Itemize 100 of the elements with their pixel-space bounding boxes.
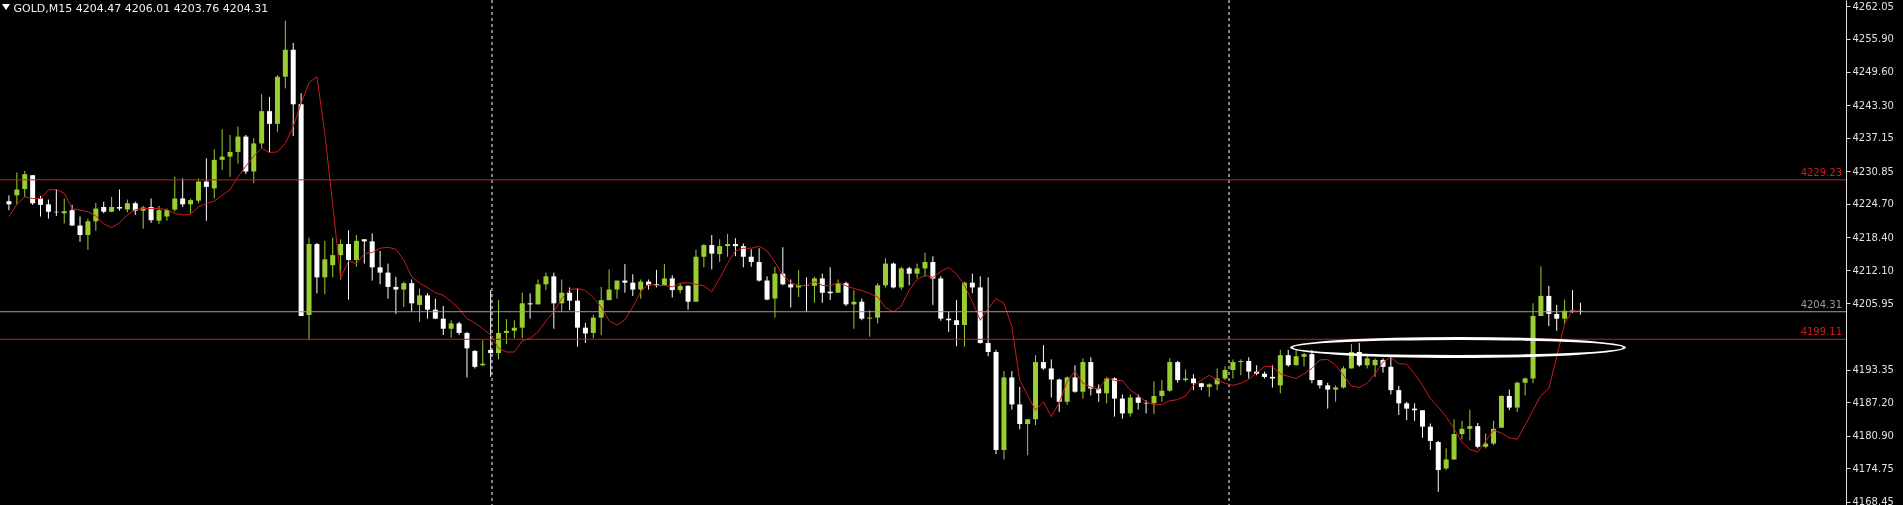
candlestick (535, 279, 541, 305)
ref-line-label: 4204.31 (1800, 298, 1842, 310)
candlestick (1459, 420, 1465, 440)
candlestick (685, 284, 691, 311)
candlestick (1522, 376, 1528, 396)
candlestick (630, 273, 636, 297)
candlestick (1475, 422, 1481, 449)
candlestick (890, 262, 896, 289)
y-tick-label: 4224.70 (1852, 198, 1894, 210)
candlestick (1325, 382, 1331, 410)
candlestick (6, 194, 12, 211)
candlestick (393, 276, 399, 315)
y-tick-label: 4212.10 (1852, 265, 1894, 276)
candlestick (859, 298, 865, 321)
candlestick (590, 314, 596, 339)
candlestick (1119, 393, 1125, 420)
candlestick (440, 305, 446, 336)
candlestick (740, 243, 746, 268)
candlestick (1127, 393, 1133, 418)
candlestick (385, 263, 391, 300)
candlestick (606, 268, 612, 301)
candlestick (172, 176, 178, 213)
candlestick (1396, 385, 1402, 416)
candlestick (527, 292, 533, 320)
candlestick (322, 240, 328, 295)
candlestick (898, 266, 904, 291)
candlestick (148, 198, 154, 224)
candlestick (867, 309, 873, 338)
candlestick (45, 199, 51, 220)
candlestick (622, 263, 628, 294)
candlestick (843, 281, 849, 307)
candlestick (61, 198, 67, 224)
candlestick (346, 229, 352, 301)
y-tick-label: 4205.95 (1852, 297, 1894, 309)
candlestick (1546, 285, 1552, 327)
candlestick (1506, 389, 1512, 411)
candlestick (1048, 358, 1054, 399)
y-tick-label: 4180.90 (1852, 430, 1894, 442)
candlestick (464, 331, 470, 378)
candlestick (401, 281, 407, 308)
y-tick-label: 4237.15 (1852, 132, 1894, 144)
candlestick (701, 243, 707, 268)
candlestick (1159, 379, 1165, 403)
candlestick (1175, 360, 1181, 384)
candlestick (638, 279, 644, 300)
candlestick (756, 247, 762, 283)
candlestick (353, 234, 359, 268)
candlestick (219, 128, 225, 171)
y-tick-label: 4168.45 (1852, 496, 1894, 505)
candlestick (1443, 447, 1449, 471)
y-tick-label: 4187.20 (1852, 396, 1894, 408)
candlestick (614, 280, 620, 300)
y-tick-label: 4230.85 (1852, 165, 1894, 177)
candlestick (1554, 304, 1560, 332)
candlestick (1230, 358, 1236, 379)
candlestick (922, 252, 928, 278)
candlestick (38, 195, 44, 217)
candlestick (424, 292, 430, 320)
candlestick (1467, 409, 1473, 441)
candlestick (954, 299, 960, 347)
candlestick (882, 257, 888, 288)
y-tick-label: 4262.05 (1852, 0, 1894, 12)
ref-line-label: 4229.23 (1800, 166, 1842, 178)
candlestick (1112, 376, 1117, 418)
y-tick-label: 4193.35 (1852, 364, 1894, 376)
y-tick-label: 4243.30 (1852, 99, 1894, 111)
y-tick-label: 4255.90 (1852, 33, 1894, 45)
candlestick (267, 96, 273, 153)
candlestick (717, 238, 723, 263)
candlestick (1372, 357, 1378, 378)
candlestick (330, 237, 336, 278)
candlestick (22, 170, 28, 198)
candlestick (1151, 380, 1157, 415)
candlestick (985, 276, 991, 357)
candlestick (1404, 401, 1410, 421)
candlestick (227, 134, 233, 178)
y-tick-label: 4249.60 (1852, 66, 1894, 78)
candlestick (203, 157, 209, 222)
candlestick (1183, 368, 1189, 383)
candlestick (1238, 358, 1244, 376)
candlestick (409, 279, 415, 313)
candlestick (195, 177, 201, 204)
candlestick (819, 273, 825, 304)
candlestick (567, 286, 573, 311)
candlestick (361, 238, 367, 265)
candlestick (1017, 386, 1023, 430)
candlestick (1040, 344, 1046, 371)
candlestick (117, 189, 122, 212)
candlestick (543, 272, 549, 291)
y-tick-label: 4174.75 (1852, 462, 1894, 474)
candlestick (1538, 265, 1544, 317)
candlestick (503, 318, 509, 345)
candlestick (472, 349, 478, 369)
candlestick (906, 266, 912, 286)
candlestick (1301, 352, 1307, 367)
candlestick (1072, 364, 1078, 394)
candlestick (377, 250, 383, 285)
candlestick (85, 218, 91, 251)
candlestick (1246, 356, 1252, 379)
candlestick (1427, 422, 1433, 451)
